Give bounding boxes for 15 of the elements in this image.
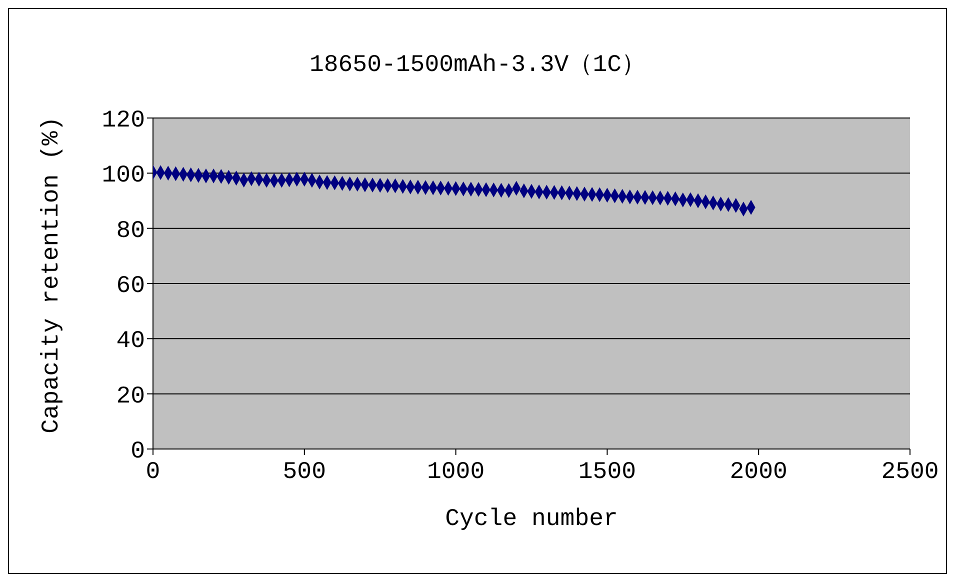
- x-tick-label: 500: [282, 459, 326, 486]
- x-tick-label: 1500: [578, 459, 636, 486]
- y-axis-title: Capacity retention (%): [38, 116, 66, 434]
- x-axis-title: Cycle number: [445, 506, 618, 533]
- y-tick-label: 60: [116, 273, 145, 300]
- y-tick-label: 0: [130, 438, 145, 466]
- x-tick-label: 2000: [730, 459, 788, 486]
- y-tick-label: 80: [116, 218, 145, 245]
- x-tick-label: 1000: [426, 459, 485, 486]
- y-tick-label: 40: [116, 328, 145, 356]
- y-tick-label: 120: [102, 108, 145, 135]
- chart-title: 18650-1500mAh-3.3V（1C）: [308, 51, 647, 79]
- y-tick-label: 20: [116, 383, 145, 410]
- x-tick-label: 2500: [881, 459, 939, 486]
- y-tick-label: 100: [102, 162, 145, 190]
